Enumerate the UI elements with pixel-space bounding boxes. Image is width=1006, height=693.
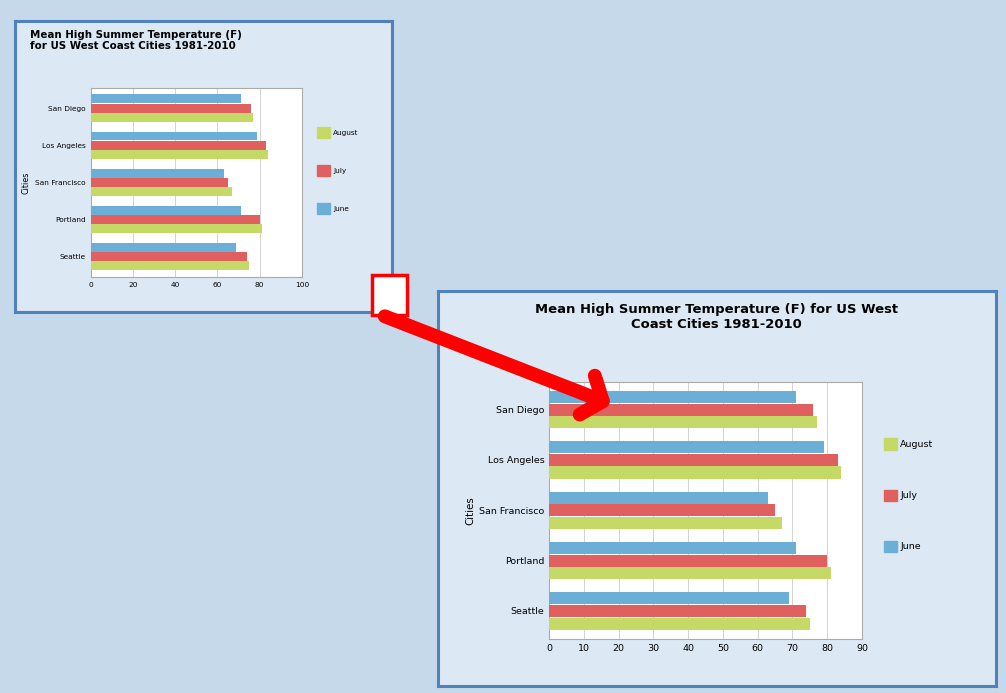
Y-axis label: Cities: Cities <box>465 496 475 525</box>
Bar <box>91 215 260 224</box>
Bar <box>549 416 817 428</box>
Bar <box>549 403 813 416</box>
Bar <box>549 466 841 479</box>
Bar <box>549 617 810 630</box>
Bar <box>91 252 246 261</box>
Bar <box>91 225 262 233</box>
Bar <box>549 505 775 516</box>
Bar <box>549 605 807 617</box>
Bar <box>549 454 838 466</box>
Bar <box>549 593 789 604</box>
Bar <box>91 261 249 270</box>
Text: August: August <box>333 130 358 136</box>
Bar <box>91 104 252 112</box>
Bar <box>549 391 796 403</box>
Bar <box>91 178 227 187</box>
Text: Mean High Summer Temperature (F) for US West
Coast Cities 1981-2010: Mean High Summer Temperature (F) for US … <box>535 303 898 331</box>
Bar <box>549 491 769 504</box>
Bar <box>91 113 254 122</box>
Bar <box>549 567 831 579</box>
Text: July: July <box>900 491 917 500</box>
Bar <box>549 441 824 453</box>
Bar <box>91 132 258 141</box>
Bar <box>91 168 223 177</box>
Bar <box>91 206 240 215</box>
Text: June: June <box>333 206 349 211</box>
Bar <box>91 141 266 150</box>
Bar <box>91 243 236 252</box>
Bar <box>549 554 827 567</box>
Text: Mean High Summer Temperature (F)
for US West Coast Cities 1981-2010: Mean High Summer Temperature (F) for US … <box>30 30 242 51</box>
Bar <box>549 542 796 554</box>
Bar <box>549 517 782 529</box>
Bar <box>91 187 232 196</box>
Bar <box>91 94 240 103</box>
Y-axis label: Cities: Cities <box>22 171 31 193</box>
Text: June: June <box>900 542 921 551</box>
Text: July: July <box>333 168 346 174</box>
Bar <box>91 150 268 159</box>
Text: August: August <box>900 439 934 448</box>
